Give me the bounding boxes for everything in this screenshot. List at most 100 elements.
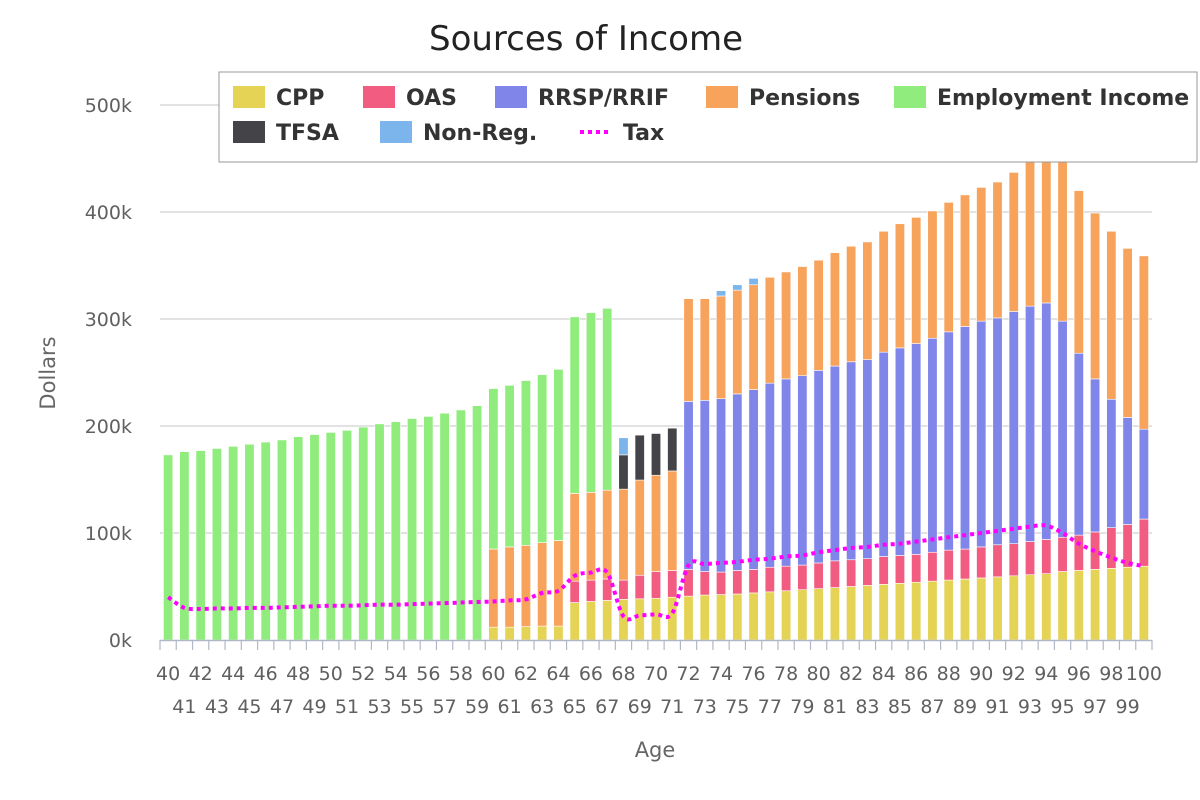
bar-segment-employment-income-age-42 (195, 450, 206, 641)
x-tick-label: 62 (514, 663, 538, 685)
x-tick-label: 94 (1034, 663, 1058, 685)
bar-segment-employment-income-age-43 (211, 448, 222, 641)
x-tick-label: 89 (953, 696, 977, 718)
bar-segment-pensions-age-75 (732, 289, 743, 395)
legend-label: OAS (406, 86, 457, 111)
bar-segment-rrsp-rrif-age-86 (911, 343, 922, 555)
bar-segment-pensions-age-73 (699, 298, 710, 401)
bar-segment-oas-age-73 (699, 571, 710, 596)
bar-segment-pensions-age-88 (943, 202, 954, 333)
bar-segment-employment-income-age-50 (325, 432, 336, 641)
bar-segment-oas-age-82 (846, 559, 857, 587)
bar-segment-oas-age-93 (1025, 541, 1036, 576)
legend-swatch (894, 86, 926, 108)
legend-label: Tax (623, 121, 664, 146)
bar-segment-oas-age-66 (585, 579, 596, 602)
x-tick-label: 51 (335, 696, 359, 718)
bar-segment-pensions-age-65 (569, 493, 580, 582)
bar-segment-rrsp-rrif-age-77 (764, 382, 775, 568)
legend-item-non-reg[interactable]: Non-Reg. (380, 121, 537, 146)
bar-segment-cpp-age-85 (894, 582, 905, 641)
bar-segment-pensions-age-60 (488, 548, 499, 628)
tax-line (166, 523, 1145, 622)
bar-segment-oas-age-92 (1008, 543, 1019, 577)
bar-segment-employment-income-age-59 (472, 405, 483, 641)
bar-segment-employment-income-age-62 (520, 380, 531, 546)
y-axis: 0k 100k 200k 300k 400k 500k (85, 95, 132, 652)
bar-segment-cpp-age-70 (650, 597, 662, 641)
x-tick-label: 93 (1018, 696, 1042, 718)
x-tick-label: 92 (1002, 663, 1026, 685)
bar-segment-oas-age-69 (634, 574, 645, 600)
x-tick-label: 48 (286, 663, 310, 685)
legend-item-tfsa[interactable]: TFSA (233, 121, 339, 146)
legend-item-pensions[interactable]: Pensions (706, 86, 860, 111)
bar-segment-employment-income-age-60 (488, 388, 499, 550)
bar-segment-oas-age-94 (1041, 539, 1052, 574)
bar-segment-pensions-age-61 (504, 546, 515, 628)
tax-line-layer (166, 523, 1145, 622)
bar-segment-oas-age-67 (602, 578, 613, 601)
bar-segment-employment-income-age-58 (455, 409, 466, 641)
x-tick-label: 59 (465, 696, 489, 718)
bar-segment-employment-income-age-51 (341, 429, 353, 641)
y-tick-label: 200k (85, 416, 132, 438)
bar-segment-tfsa-age-69 (634, 434, 645, 481)
bar-segment-rrsp-rrif-age-95 (1057, 320, 1068, 538)
bar-segment-employment-income-age-45 (244, 443, 255, 641)
bar-segment-oas-age-78 (781, 565, 792, 592)
bar-segment-cpp-age-100 (1138, 565, 1149, 641)
x-tick-label: 58 (449, 663, 473, 685)
y-tick-label: 300k (85, 309, 132, 331)
bar-segment-cpp-age-64 (553, 625, 564, 641)
bar-segment-employment-income-age-53 (374, 423, 385, 641)
x-tick-label: 84 (872, 663, 896, 685)
bar-segment-employment-income-age-54 (390, 421, 401, 641)
bar-segment-cpp-age-65 (569, 602, 580, 641)
bar-segment-cpp-age-92 (1008, 575, 1019, 641)
legend-item-employment-income[interactable]: Employment Income (894, 86, 1189, 111)
bar-segment-cpp-age-91 (992, 576, 1003, 641)
x-tick-label: 64 (546, 663, 570, 685)
bar-segment-pensions-age-70 (650, 474, 662, 572)
bar-segment-pensions-age-78 (781, 271, 792, 380)
bar-segment-non-reg--age-75 (732, 284, 743, 291)
bar-segment-rrsp-rrif-age-72 (683, 401, 694, 570)
bar-segment-pensions-age-62 (520, 545, 531, 627)
bar-segment-cpp-age-69 (634, 598, 645, 641)
bar-segment-cpp-age-60 (488, 626, 499, 641)
bar-segment-non-reg--age-76 (748, 278, 759, 286)
x-tick-label: 63 (530, 696, 554, 718)
bar-segment-oas-age-90 (976, 546, 987, 579)
bar-segment-employment-income-age-61 (504, 385, 515, 548)
legend-swatch (363, 86, 395, 108)
bar-segment-pensions-age-89 (959, 194, 971, 327)
bar-segment-cpp-age-72 (683, 595, 694, 641)
bar-segment-pensions-age-95 (1057, 160, 1068, 322)
bar-segment-oas-age-88 (943, 549, 954, 581)
bar-segment-cpp-age-77 (764, 591, 775, 641)
bar-segment-oas-age-76 (748, 569, 759, 594)
bar-segment-pensions-age-83 (862, 241, 873, 360)
x-tick-label: 98 (1099, 663, 1123, 685)
bar-segment-pensions-age-64 (553, 540, 564, 627)
bar-segment-pensions-age-66 (585, 492, 596, 581)
bar-segment-employment-income-age-55 (407, 418, 418, 641)
legend-item-rrsp-rrif[interactable]: RRSP/RRIF (495, 86, 669, 111)
x-tick-label: 78 (774, 663, 798, 685)
bar-segment-rrsp-rrif-age-88 (943, 331, 954, 551)
x-tick-label: 53 (367, 696, 391, 718)
bar-segment-employment-income-age-46 (260, 441, 271, 641)
legend-item-tax[interactable]: Tax (580, 121, 664, 146)
y-tick-label: 0k (109, 630, 132, 652)
bar-segment-pensions-age-97 (1090, 212, 1101, 380)
legend-item-oas[interactable]: OAS (363, 86, 457, 111)
bar-segment-tfsa-age-68 (618, 454, 629, 490)
bar-segment-cpp-age-95 (1057, 571, 1068, 641)
bar-segment-pensions-age-99 (1122, 248, 1133, 418)
bar-segment-cpp-age-67 (602, 600, 613, 641)
bar-segment-rrsp-rrif-age-84 (878, 351, 889, 557)
legend-item-cpp[interactable]: CPP (233, 86, 324, 111)
x-tick-label: 80 (807, 663, 831, 685)
bar-segment-non-reg--age-68 (618, 437, 629, 456)
